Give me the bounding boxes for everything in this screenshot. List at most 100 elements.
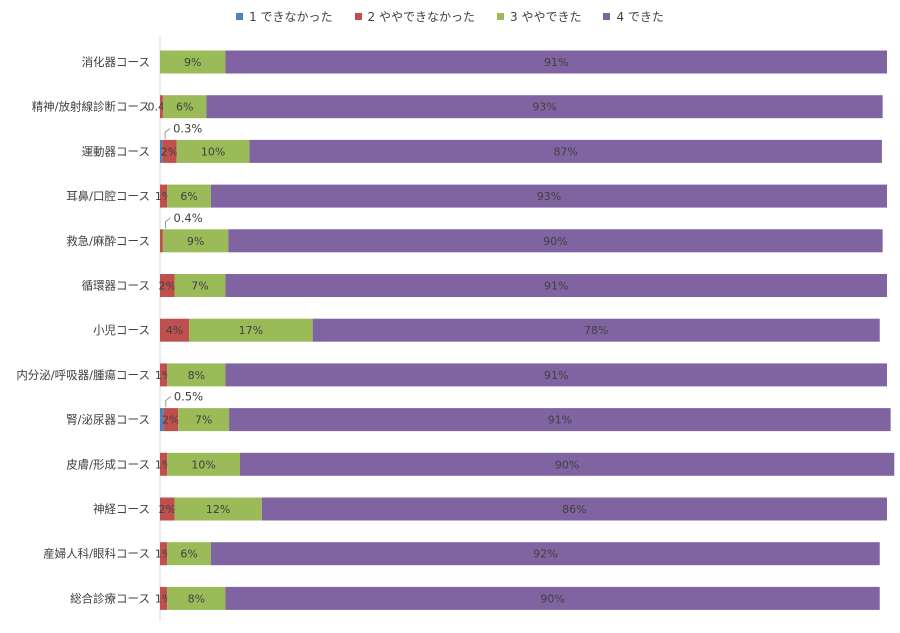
data-label: 9% — [187, 235, 204, 248]
bar-segment — [174, 274, 226, 297]
data-label: 7% — [191, 280, 208, 293]
bar-segment — [210, 542, 880, 566]
legend-item: 3 ややできた — [497, 8, 581, 25]
callout-leader-line — [164, 128, 171, 139]
legend-item: 4 できた — [603, 8, 664, 25]
bar-segment — [160, 50, 226, 74]
bar-segment — [225, 50, 887, 74]
legend-swatch — [354, 13, 362, 20]
data-label: 87% — [553, 145, 577, 158]
bar-segment — [160, 408, 164, 432]
category-label: 精神/放射線診断コース — [32, 100, 150, 114]
data-label: 17% — [239, 324, 263, 337]
data-label: 2% — [161, 145, 178, 158]
legend-item: 1 できなかった — [236, 8, 333, 25]
category-label: 救急/麻酔コース — [66, 234, 150, 248]
legend-label: 4 できた — [616, 10, 664, 24]
bar-segment — [225, 363, 887, 387]
bar-segment — [176, 139, 250, 163]
bar-segment — [261, 497, 887, 521]
data-label: 92% — [533, 548, 557, 561]
bar-segment — [160, 542, 168, 566]
data-label: 8% — [188, 369, 205, 382]
bar-segment — [312, 318, 880, 342]
data-label: 91% — [544, 280, 568, 293]
category-label: 循環器コース — [82, 279, 150, 293]
bar-segment — [167, 452, 240, 476]
bar-segment — [160, 452, 168, 476]
bar-segment — [210, 184, 887, 208]
legend-item: 2 ややできなかった — [354, 8, 475, 25]
bar-segment — [167, 542, 211, 566]
data-label: 9% — [184, 56, 201, 69]
data-label: 2% — [159, 280, 176, 293]
callout-label: 0.3% — [173, 121, 202, 135]
callout-label: 0.5% — [174, 390, 203, 404]
bar-segment — [162, 139, 177, 163]
category-label: 運動器コース — [82, 144, 150, 158]
data-label: 12% — [206, 503, 230, 516]
bar-segment — [167, 363, 226, 387]
bar-segment — [162, 95, 207, 119]
bar-segment — [160, 363, 168, 387]
data-label: 6% — [176, 101, 193, 114]
data-label: 10% — [201, 145, 225, 158]
category-label: 総合診療コース — [70, 591, 150, 605]
bar-segment — [174, 497, 262, 521]
legend-label: 2 ややできなかった — [367, 10, 475, 24]
legend-label: 1 できなかった — [249, 10, 333, 24]
bar-segment — [167, 586, 226, 610]
category-label: 神経コース — [93, 502, 150, 516]
legend-swatch — [603, 13, 611, 20]
category-label: 耳鼻/口腔コース — [66, 189, 150, 203]
bar-segment — [160, 274, 175, 297]
chart-legend: 1 できなかった 2 ややできなかった 3 ややできた 4 できた — [0, 8, 900, 25]
data-label: 7% — [195, 414, 212, 427]
bar-segment — [239, 452, 895, 476]
data-label: 90% — [540, 592, 564, 605]
legend-swatch — [497, 13, 504, 20]
legend-label: 3 ややできた — [510, 10, 582, 24]
bar-segment — [160, 95, 163, 119]
bar-segment — [160, 229, 163, 253]
bar-segment — [160, 139, 163, 163]
bar-segment — [160, 318, 190, 342]
data-label: 90% — [543, 235, 567, 248]
bar-segment — [228, 229, 883, 253]
bar-segment — [167, 184, 211, 208]
data-label: 10% — [191, 458, 215, 471]
bar-segment — [189, 318, 313, 342]
category-label: 腎/泌尿器コース — [66, 413, 150, 427]
data-label: 6% — [180, 548, 197, 561]
bar-segment — [160, 497, 175, 521]
bar-segment — [162, 229, 229, 253]
data-label: 90% — [555, 458, 579, 471]
data-label: 4% — [166, 324, 183, 337]
callout-leader-line — [165, 217, 171, 229]
bar-segment — [225, 274, 887, 297]
bar-segment — [160, 184, 168, 208]
bar-segment — [206, 95, 883, 119]
category-label: 小児コース — [93, 323, 150, 337]
data-label: 86% — [562, 503, 586, 516]
bar-segment — [249, 139, 882, 163]
data-label: 8% — [188, 592, 205, 605]
category-label: 内分泌/呼吸器/腫瘍コース — [16, 368, 150, 382]
category-label: 皮膚/形成コース — [66, 457, 150, 471]
data-label: 2% — [159, 503, 176, 516]
callout-label: 0.4% — [173, 211, 202, 225]
category-label: 消化器コース — [82, 55, 150, 69]
data-label: 6% — [180, 190, 197, 203]
bar-segment — [160, 586, 168, 610]
bar-segment — [229, 408, 891, 432]
category-label: 産婦人科/眼科コース — [43, 547, 150, 561]
data-label: 78% — [584, 324, 608, 337]
bar-segment — [225, 586, 880, 610]
data-label: 93% — [532, 101, 556, 114]
data-label: 91% — [548, 414, 572, 427]
data-label: 91% — [544, 369, 568, 382]
legend-swatch — [236, 13, 244, 20]
callout-leader-line — [165, 396, 172, 408]
data-label: 91% — [544, 56, 568, 69]
